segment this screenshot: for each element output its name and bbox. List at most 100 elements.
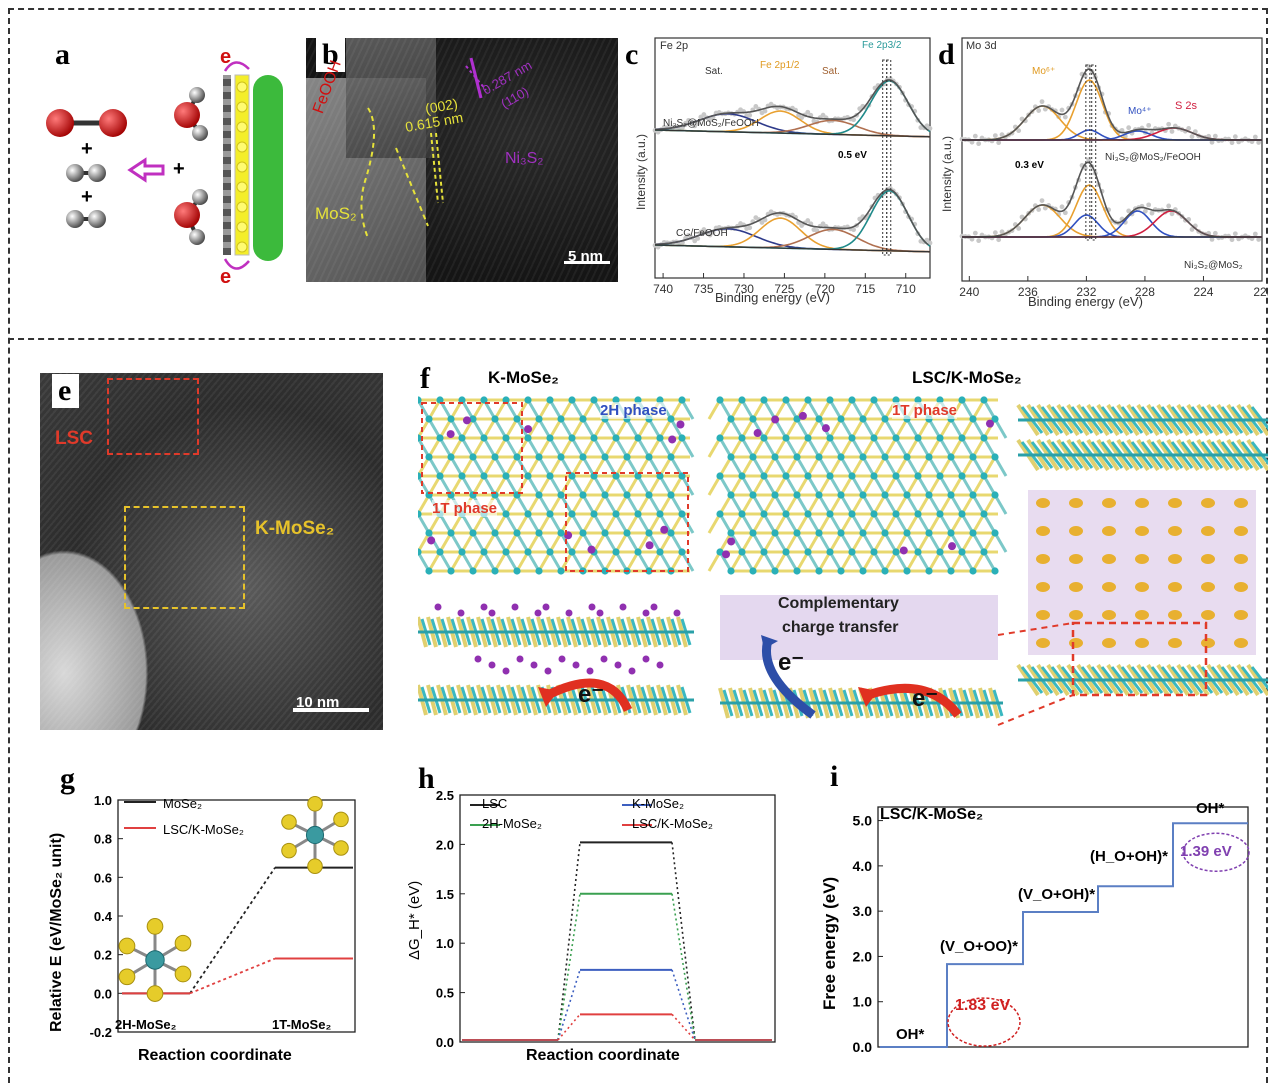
mo-atom (480, 472, 488, 480)
mo-atom (958, 510, 966, 518)
mo-atom (859, 491, 867, 499)
la-atom (1102, 526, 1116, 536)
mo-atom (524, 472, 532, 480)
bond (482, 437, 497, 458)
y-tick-label: 0.0 (853, 1039, 873, 1055)
la-atom (1201, 554, 1215, 564)
mo-atom (848, 434, 856, 442)
bond (625, 494, 640, 515)
bond (916, 532, 931, 553)
bond (949, 494, 964, 515)
bond (548, 456, 563, 477)
bond (460, 437, 475, 458)
x-tick-label: 236 (1018, 285, 1038, 299)
la-atom (1069, 554, 1083, 564)
panel-label-f: f (420, 362, 430, 395)
mo-atom (760, 434, 768, 442)
bond (603, 513, 618, 534)
mo-atom (859, 529, 867, 537)
sample-d-bottom: Ni₃S₂@MoS₂ (1184, 260, 1243, 271)
k-atom (642, 609, 650, 617)
mo-atom (447, 453, 455, 461)
bond (504, 532, 519, 553)
bond (707, 551, 722, 572)
la-atom (1036, 638, 1050, 648)
panel-label-a: a (55, 38, 70, 71)
data-point (1036, 207, 1042, 212)
mo-atom (793, 491, 801, 499)
k-atom (462, 416, 471, 425)
mo-atom (458, 396, 466, 404)
bond (581, 456, 596, 477)
bond (438, 475, 453, 496)
bond (418, 437, 431, 458)
x-tick-label: 725 (774, 282, 794, 296)
bond (839, 437, 854, 458)
bond (427, 418, 442, 439)
mo-atom (914, 548, 922, 556)
electron-arrow (866, 683, 962, 718)
bond (647, 513, 662, 534)
bond (894, 456, 909, 477)
bond (614, 513, 629, 534)
bond (883, 456, 898, 477)
mo-atom (826, 510, 834, 518)
la-atom (1234, 610, 1248, 620)
bond (938, 532, 953, 553)
mo-atom (936, 548, 944, 556)
data-point (1166, 203, 1172, 209)
bond (839, 513, 854, 534)
chart-g-xlabel: Reaction coordinate (138, 1047, 292, 1064)
hydrogen-molecule-icon (66, 164, 106, 182)
electron-arrow-head (538, 687, 558, 707)
bond (949, 532, 964, 553)
mo-atom (535, 415, 543, 423)
mo-atom (612, 396, 620, 404)
bond (949, 456, 964, 477)
chart-i-state-3: (V_O+OH)* (1018, 886, 1096, 903)
label-1t-phase-right: 1T phase (892, 402, 958, 419)
x-tick-label: 232 (1076, 285, 1096, 299)
chart-d-xlabel: Binding energy (eV) (1028, 294, 1143, 309)
bond (707, 513, 722, 534)
data-point (695, 121, 701, 126)
phase-box (421, 402, 523, 494)
data-point (1209, 139, 1215, 145)
bond (482, 532, 497, 553)
bond (581, 513, 596, 534)
bond (861, 418, 876, 439)
chart-c-ylabel: Intensity (a.u.) (634, 133, 648, 210)
bond (418, 418, 431, 439)
chart-h-xlabel: Reaction coordinate (526, 1047, 680, 1064)
data-point (1036, 108, 1042, 113)
bond (658, 532, 673, 553)
peak-marker (1085, 64, 1091, 241)
frame-divider (8, 338, 1268, 340)
bond (614, 532, 629, 553)
mo-atom (749, 567, 757, 575)
mo-atom (980, 548, 988, 556)
data-point (851, 227, 857, 233)
bond (614, 494, 629, 515)
bond (647, 532, 662, 553)
bond (614, 551, 629, 572)
electron-label-f2: e⁻ (778, 649, 805, 676)
bond (570, 437, 585, 458)
mo-atom (760, 396, 768, 404)
data-point (999, 132, 1005, 138)
mo-atom (535, 491, 543, 499)
mo-atom (447, 567, 455, 575)
shift-d: 0.3 eV (1015, 160, 1044, 171)
bond (471, 551, 486, 572)
oxygen-molecule-icon (46, 109, 127, 137)
mo-atom (760, 548, 768, 556)
bond (993, 494, 1008, 515)
mo-atom (568, 548, 576, 556)
bond (784, 494, 799, 515)
la-atom (1102, 498, 1116, 508)
bond (729, 532, 744, 553)
bond (773, 475, 788, 496)
mo-atom (837, 567, 845, 575)
bond (493, 532, 508, 553)
shift-c: 0.5 eV (838, 150, 867, 161)
